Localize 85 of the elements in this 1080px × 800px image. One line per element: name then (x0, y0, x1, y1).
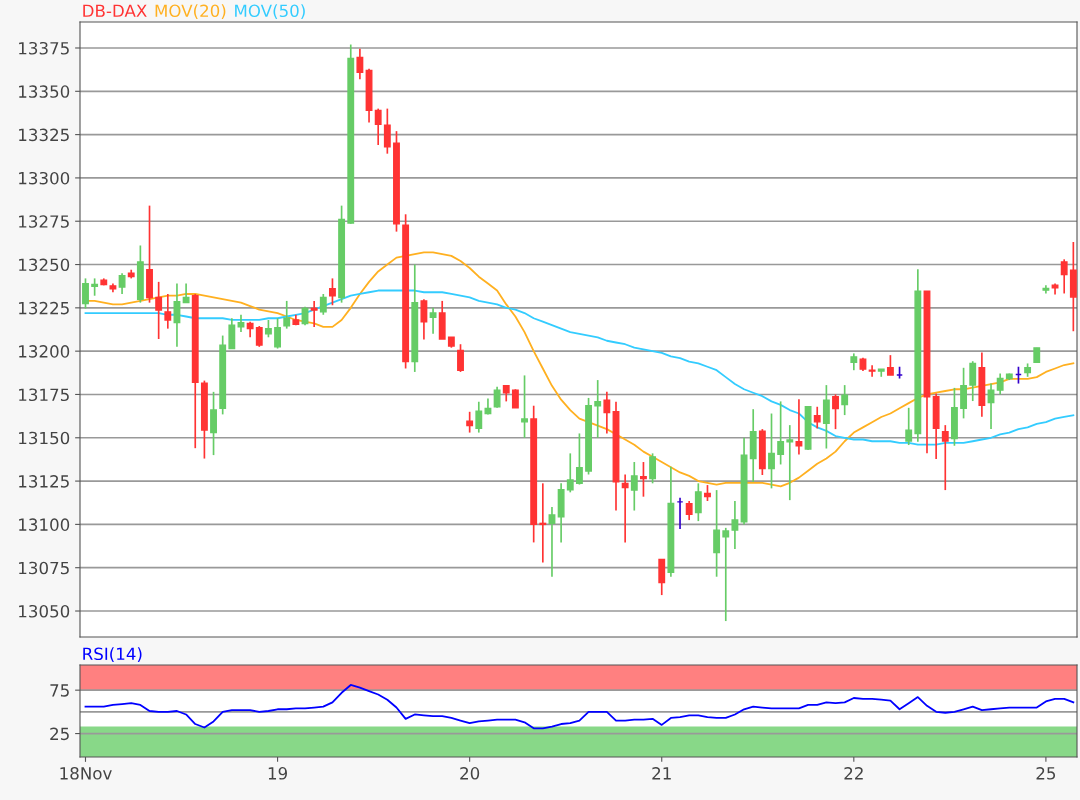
candlestick (722, 527, 730, 622)
candlestick (685, 500, 693, 521)
y-tick-label: 13125 (19, 475, 69, 488)
y-tick-label: 25 (50, 727, 69, 741)
candlestick (832, 393, 839, 430)
candlestick (768, 412, 775, 490)
text: DB-DAX (83, 4, 147, 17)
candlestick (383, 107, 391, 155)
y-tick-label: 13300 (19, 171, 70, 185)
candlestick (822, 384, 830, 450)
candlestick (548, 506, 556, 578)
candlestick (987, 382, 995, 430)
candlestick (996, 372, 1004, 396)
candlestick (274, 317, 282, 350)
line-series (84, 684, 1075, 730)
candlestick (795, 398, 803, 456)
y-tick-label: 13075 (19, 561, 69, 575)
candlestick (868, 364, 876, 378)
candlestick (594, 379, 602, 439)
candlestick (539, 482, 547, 564)
x-tick-label: 19 (268, 767, 287, 780)
candlestick (640, 461, 647, 498)
candlestick (457, 343, 464, 373)
candlestick (521, 374, 528, 439)
x-tick-label: 20 (460, 767, 480, 780)
candlestick (941, 424, 949, 491)
candlestick (374, 107, 382, 146)
candlestick (886, 354, 894, 376)
candlestick (118, 272, 126, 295)
candlestick (511, 388, 519, 409)
y-tick-label: 13250 (19, 258, 70, 272)
candlestick (310, 300, 318, 328)
candlestick (319, 293, 327, 316)
x-tick-label: 22 (844, 767, 863, 780)
x-tick-label: 18Nov (60, 767, 112, 780)
text: MOV(20) (155, 4, 226, 20)
candlestick (630, 461, 638, 512)
y-tick-label: 13275 (19, 215, 69, 228)
candlestick (493, 386, 501, 409)
candlestick (960, 366, 968, 420)
candlestick (731, 500, 739, 550)
candlestick (841, 384, 849, 416)
candlestick (475, 400, 483, 434)
candlestick (777, 400, 785, 466)
candlestick (356, 47, 364, 81)
y-tick-label: 13375 (19, 41, 69, 55)
y-tick-label: 13175 (19, 388, 69, 402)
candlestick (82, 277, 89, 310)
candlestick (905, 406, 913, 446)
y-tick-label: 13200 (19, 345, 70, 358)
candlestick (658, 558, 666, 596)
candlestick (813, 405, 821, 430)
x-tick-label: 21 (652, 767, 671, 780)
candlestick (786, 424, 794, 501)
candlestick (329, 277, 336, 307)
y-tick-label: 13325 (19, 128, 69, 142)
candlestick (621, 473, 629, 544)
candlestick (603, 391, 611, 435)
candlestick (429, 307, 437, 335)
candlestick (155, 281, 163, 340)
candlestick (164, 293, 172, 330)
candlestick (283, 300, 291, 330)
y-tick-label: 13050 (19, 604, 70, 618)
candlestick (575, 432, 583, 486)
text: RSI(14) (83, 647, 142, 663)
y-tick-label: 13350 (19, 85, 70, 98)
candlestick (1060, 258, 1068, 295)
text: MOV(50) (235, 4, 305, 20)
y-tick-label: 75 (50, 684, 69, 697)
candlestick (969, 360, 977, 402)
line-series (84, 289, 1075, 446)
candlestick (182, 282, 190, 304)
candlestick (210, 391, 217, 456)
candlestick (466, 410, 474, 434)
candlestick (228, 317, 236, 350)
x-tick-label: 25 (1036, 767, 1056, 780)
y-tick-label: 13150 (19, 431, 70, 445)
y-tick-label: 13100 (19, 518, 70, 531)
candlestick (420, 298, 428, 341)
candlestick (255, 325, 263, 348)
candlestick (694, 482, 702, 522)
candlestick (566, 452, 574, 494)
y-tick-label: 13225 (19, 301, 69, 315)
candlestick (649, 452, 657, 485)
candlestick (713, 489, 721, 578)
